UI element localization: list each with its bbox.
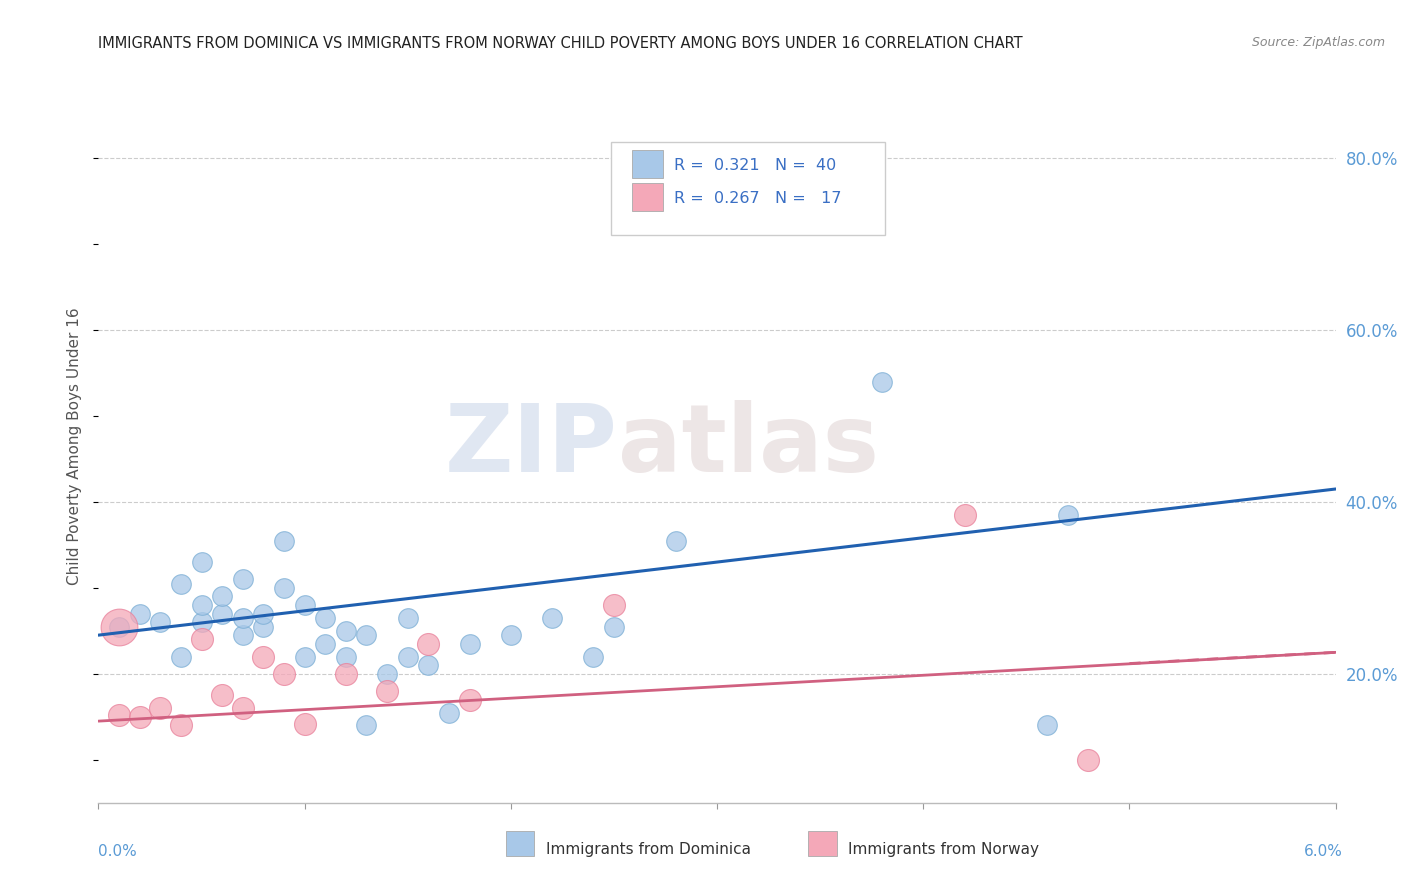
Point bbox=[375, 666, 398, 681]
Text: Immigrants from Dominica: Immigrants from Dominica bbox=[546, 842, 751, 856]
Point bbox=[190, 598, 212, 612]
Point bbox=[170, 649, 193, 664]
Point bbox=[252, 607, 274, 621]
Point bbox=[1036, 718, 1059, 732]
Point bbox=[458, 692, 481, 706]
Point bbox=[211, 590, 233, 604]
Point bbox=[335, 666, 357, 681]
Text: ZIP: ZIP bbox=[446, 400, 619, 492]
Point bbox=[273, 533, 295, 548]
Point bbox=[149, 615, 172, 630]
Point bbox=[335, 624, 357, 638]
Point bbox=[232, 572, 254, 586]
Point bbox=[437, 706, 460, 720]
Text: Immigrants from Norway: Immigrants from Norway bbox=[848, 842, 1039, 856]
Point bbox=[108, 619, 131, 633]
Point bbox=[314, 637, 336, 651]
Point bbox=[314, 611, 336, 625]
Point bbox=[603, 619, 626, 633]
Point bbox=[1056, 508, 1078, 522]
Point bbox=[1077, 753, 1099, 767]
Point bbox=[294, 716, 316, 731]
Point bbox=[149, 701, 172, 715]
Point bbox=[418, 637, 440, 651]
Point bbox=[170, 576, 193, 591]
Point bbox=[541, 611, 564, 625]
Point bbox=[190, 555, 212, 569]
Point bbox=[170, 718, 193, 732]
Point bbox=[294, 649, 316, 664]
Text: atlas: atlas bbox=[619, 400, 879, 492]
Point bbox=[396, 611, 419, 625]
Text: IMMIGRANTS FROM DOMINICA VS IMMIGRANTS FROM NORWAY CHILD POVERTY AMONG BOYS UNDE: IMMIGRANTS FROM DOMINICA VS IMMIGRANTS F… bbox=[98, 36, 1024, 51]
Point bbox=[870, 375, 893, 389]
Point bbox=[294, 598, 316, 612]
Point bbox=[335, 649, 357, 664]
Text: R =  0.321   N =  40: R = 0.321 N = 40 bbox=[675, 159, 837, 173]
Point bbox=[458, 637, 481, 651]
Text: 0.0%: 0.0% bbox=[98, 845, 138, 859]
Point bbox=[232, 611, 254, 625]
Point bbox=[603, 598, 626, 612]
Point bbox=[252, 649, 274, 664]
Point bbox=[499, 628, 522, 642]
Point bbox=[108, 708, 131, 723]
Point bbox=[356, 628, 378, 642]
Point bbox=[190, 615, 212, 630]
Point bbox=[232, 628, 254, 642]
Point bbox=[396, 649, 419, 664]
Point bbox=[252, 619, 274, 633]
Point bbox=[375, 684, 398, 698]
Point bbox=[128, 607, 150, 621]
Point bbox=[211, 689, 233, 703]
Point bbox=[582, 649, 605, 664]
Point bbox=[273, 666, 295, 681]
Point bbox=[706, 211, 728, 226]
Point bbox=[108, 619, 131, 633]
Y-axis label: Child Poverty Among Boys Under 16: Child Poverty Among Boys Under 16 bbox=[67, 307, 83, 585]
Point bbox=[665, 533, 688, 548]
Point bbox=[953, 508, 976, 522]
Point bbox=[418, 658, 440, 673]
Text: R =  0.267   N =   17: R = 0.267 N = 17 bbox=[675, 191, 842, 205]
Point bbox=[190, 632, 212, 647]
Point bbox=[273, 581, 295, 595]
Point bbox=[211, 607, 233, 621]
Point bbox=[356, 718, 378, 732]
Point bbox=[232, 701, 254, 715]
Point bbox=[128, 710, 150, 724]
Text: 6.0%: 6.0% bbox=[1303, 845, 1343, 859]
Text: Source: ZipAtlas.com: Source: ZipAtlas.com bbox=[1251, 36, 1385, 49]
